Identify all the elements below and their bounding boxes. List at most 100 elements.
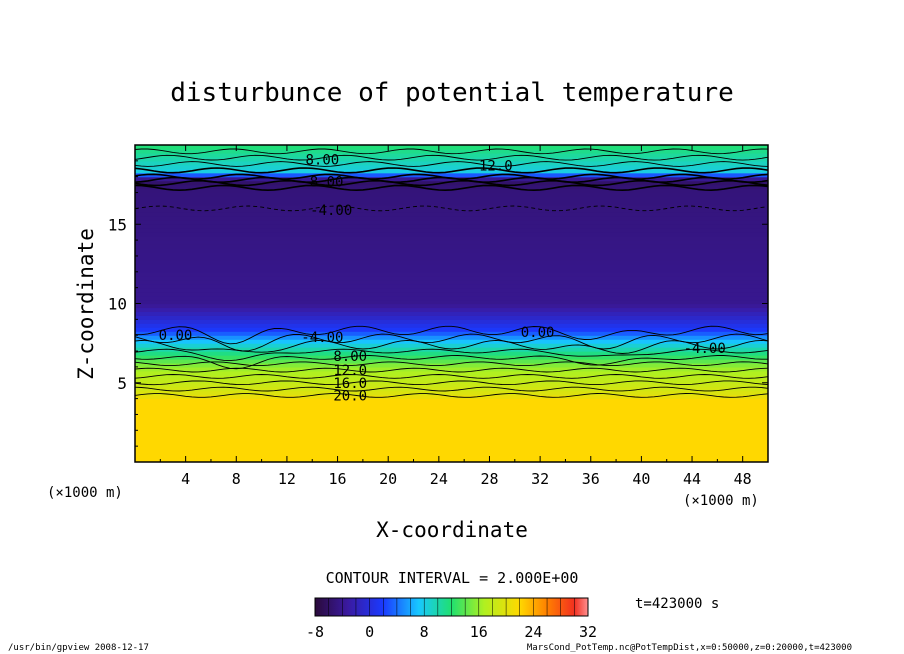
plot-area: 8.00 12.0-8.00-4.000.00 -4.00 0.00-4.008.00… bbox=[135, 145, 768, 462]
contour-label: 12.0 bbox=[333, 363, 367, 379]
contour-label: -4.00 bbox=[684, 341, 726, 357]
contour-label: -4.00 bbox=[301, 330, 343, 346]
color-band bbox=[135, 291, 768, 297]
contour-label: 8.00 bbox=[306, 152, 340, 168]
contour-label: 20.0 bbox=[333, 388, 367, 404]
contour-label: 0.00 bbox=[521, 325, 555, 341]
color-band bbox=[135, 295, 768, 301]
color-band bbox=[135, 406, 768, 412]
color-band bbox=[135, 248, 768, 253]
x-unit-left: (×1000 m) bbox=[47, 485, 123, 501]
colorbar-tick-label: 8 bbox=[420, 623, 429, 641]
color-band bbox=[135, 422, 768, 427]
color-band bbox=[135, 184, 768, 190]
footer-right: MarsCond_PotTemp.nc@PotTempDist,x=0:5000… bbox=[527, 643, 852, 653]
x-tick-label: 28 bbox=[480, 470, 498, 488]
y-tick-label: 10 bbox=[108, 295, 127, 314]
color-band bbox=[135, 386, 768, 392]
x-tick-label: 24 bbox=[430, 470, 448, 488]
color-band bbox=[135, 267, 768, 273]
color-band bbox=[135, 148, 768, 154]
color-band bbox=[135, 224, 768, 229]
color-bands bbox=[135, 145, 768, 462]
color-band bbox=[135, 208, 768, 213]
color-band bbox=[135, 200, 768, 206]
x-tick-label: 44 bbox=[683, 470, 701, 488]
contour-label: 12.0 bbox=[479, 159, 513, 175]
color-band bbox=[135, 398, 768, 404]
chart-title: disturbunce of potential temperature bbox=[170, 78, 734, 108]
color-band bbox=[135, 458, 768, 462]
contour-line bbox=[135, 167, 768, 174]
color-band bbox=[135, 410, 768, 416]
contour-line bbox=[135, 348, 768, 362]
contour-label: -8.00 bbox=[301, 174, 343, 190]
colorbar-tick-label: 16 bbox=[470, 623, 488, 641]
color-band bbox=[135, 351, 768, 356]
contour-line bbox=[135, 386, 768, 392]
y-tick-label: 5 bbox=[117, 374, 127, 393]
x-tick-label: 48 bbox=[734, 470, 752, 488]
color-band bbox=[135, 232, 768, 237]
color-band bbox=[135, 188, 768, 194]
color-band bbox=[135, 319, 768, 324]
color-band bbox=[135, 212, 768, 217]
color-band bbox=[135, 442, 768, 447]
color-band bbox=[135, 279, 768, 285]
color-band bbox=[135, 355, 768, 360]
contour-line bbox=[135, 205, 768, 212]
contour-line bbox=[135, 380, 768, 386]
contour-label: 0.00 bbox=[159, 328, 193, 344]
contour-line bbox=[135, 161, 768, 167]
color-band bbox=[135, 454, 768, 459]
color-band bbox=[135, 362, 768, 368]
color-band bbox=[135, 275, 768, 281]
color-band bbox=[135, 152, 768, 158]
x-tick-label: 8 bbox=[232, 470, 241, 488]
color-band bbox=[135, 259, 768, 265]
color-band bbox=[135, 271, 768, 277]
x-tick-label: 16 bbox=[329, 470, 347, 488]
contour-line bbox=[135, 148, 768, 155]
color-band bbox=[135, 370, 768, 376]
colorbar bbox=[314, 597, 589, 617]
color-band bbox=[135, 327, 768, 332]
x-tick-label: 20 bbox=[379, 470, 397, 488]
color-band bbox=[135, 145, 768, 150]
y-tick-label: 15 bbox=[108, 215, 127, 234]
contour-label: -4.00 bbox=[310, 203, 352, 219]
color-band bbox=[135, 164, 768, 170]
color-band bbox=[135, 339, 768, 344]
y-axis: 5 10 15 bbox=[108, 160, 768, 447]
color-band bbox=[135, 204, 768, 209]
color-band bbox=[135, 382, 768, 388]
color-band bbox=[135, 244, 768, 249]
contour-line bbox=[135, 393, 768, 398]
color-band bbox=[135, 255, 768, 261]
color-band bbox=[135, 366, 768, 372]
color-band bbox=[135, 315, 768, 320]
color-band bbox=[135, 263, 768, 269]
contour-interval: CONTOUR INTERVAL = 2.000E+00 bbox=[326, 569, 579, 587]
color-band bbox=[135, 358, 768, 364]
x-unit-right: (×1000 m) bbox=[683, 493, 759, 509]
color-band bbox=[135, 418, 768, 423]
color-band bbox=[135, 287, 768, 293]
contour-label: 8.00 bbox=[333, 349, 367, 365]
x-axis-label: X-coordinate bbox=[376, 518, 528, 542]
color-band bbox=[135, 394, 768, 400]
color-band bbox=[135, 311, 768, 316]
y-axis-label: Z-coordinate bbox=[74, 228, 98, 380]
color-band bbox=[135, 283, 768, 289]
contour-line bbox=[135, 173, 768, 180]
time-label: t=423000 s bbox=[635, 596, 719, 612]
x-axis: 4 8 12 16 20 24 28 32 36 40 44 48 bbox=[159, 145, 752, 488]
color-band bbox=[135, 172, 768, 178]
color-band bbox=[135, 216, 768, 221]
footer-left: /usr/bin/gpview 2008-12-17 bbox=[8, 643, 149, 653]
colorbar-tick-label: 24 bbox=[524, 623, 542, 641]
contour-line bbox=[135, 154, 768, 161]
contour-labels: 8.00 12.0-8.00-4.000.00 -4.00 0.00-4.008.00… bbox=[159, 152, 726, 404]
colorbar-ticks: -8 0 8 16 24 32 bbox=[306, 623, 597, 641]
